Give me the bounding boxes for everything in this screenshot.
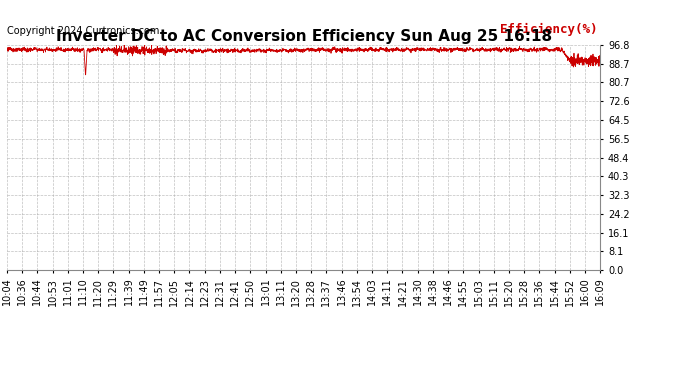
Title: Inverter DC to AC Conversion Efficiency Sun Aug 25 16:18: Inverter DC to AC Conversion Efficiency … bbox=[55, 29, 552, 44]
Text: Efficiency(%): Efficiency(%) bbox=[500, 23, 598, 36]
Text: Copyright 2024 Curtronics.com: Copyright 2024 Curtronics.com bbox=[7, 26, 159, 36]
